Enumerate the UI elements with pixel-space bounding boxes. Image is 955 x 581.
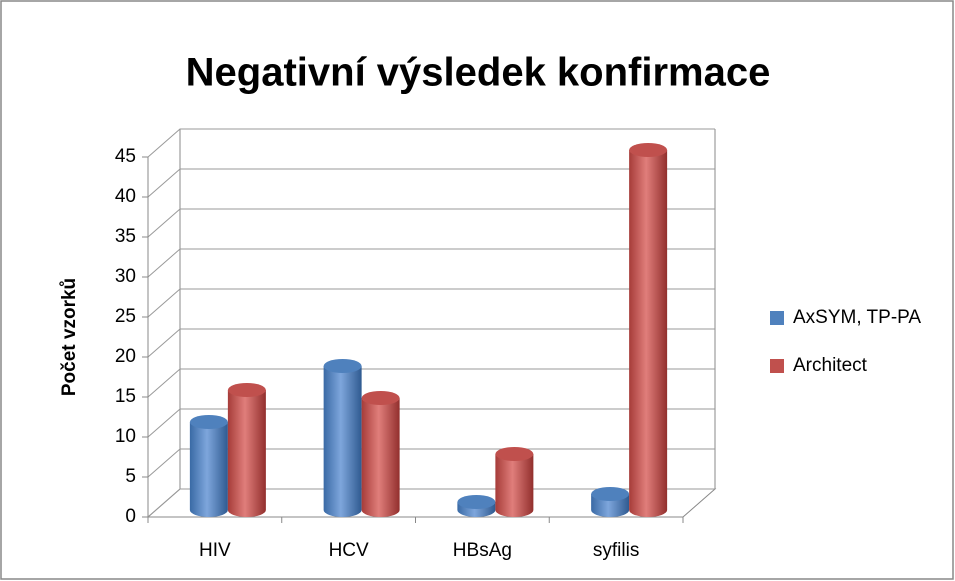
grid-line bbox=[147, 208, 715, 238]
bar-top bbox=[495, 447, 534, 461]
bar bbox=[361, 391, 400, 517]
y-axis-label: Počet vzorků bbox=[59, 278, 80, 396]
bar-body bbox=[189, 422, 228, 517]
bar-top bbox=[189, 415, 228, 429]
bar-top bbox=[361, 391, 400, 405]
grid-line bbox=[147, 488, 715, 518]
y-tick-label: 25 bbox=[115, 306, 136, 327]
legend-label: Architect bbox=[793, 355, 868, 376]
grid-line bbox=[147, 408, 715, 438]
legend-swatch bbox=[770, 311, 784, 325]
bar-body bbox=[323, 366, 362, 517]
y-tick-label: 45 bbox=[115, 146, 136, 167]
bar bbox=[323, 359, 362, 517]
grid-line bbox=[147, 328, 715, 358]
grid-line bbox=[147, 128, 715, 158]
x-tick-label: HBsAg bbox=[453, 540, 512, 561]
y-tick-label: 10 bbox=[115, 426, 136, 447]
bar bbox=[189, 415, 228, 517]
grid-line bbox=[147, 368, 715, 398]
bar-body bbox=[227, 390, 266, 517]
bar bbox=[629, 143, 668, 517]
y-tick-label: 40 bbox=[115, 186, 136, 207]
y-tick-label: 30 bbox=[115, 266, 136, 287]
legend-label: AxSYM, TP-PA bbox=[793, 307, 921, 328]
y-tick-label: 0 bbox=[125, 506, 136, 527]
x-tick-label: HCV bbox=[329, 540, 369, 561]
grid-line bbox=[147, 248, 715, 278]
grid-line bbox=[147, 448, 715, 478]
bar bbox=[227, 383, 266, 517]
legend-swatch bbox=[770, 359, 784, 373]
bar-top bbox=[457, 495, 496, 509]
bar-top bbox=[323, 359, 362, 373]
y-tick-label: 5 bbox=[125, 466, 136, 487]
bar bbox=[457, 495, 496, 517]
y-tick-label: 35 bbox=[115, 226, 136, 247]
bar bbox=[495, 447, 534, 517]
bar bbox=[591, 487, 630, 517]
grid-line bbox=[147, 288, 715, 318]
bar-body bbox=[495, 454, 534, 517]
grid-line bbox=[147, 168, 715, 198]
x-tick-label: syfilis bbox=[593, 540, 639, 561]
bar-body bbox=[629, 150, 668, 517]
x-tick-label: HIV bbox=[199, 540, 231, 561]
bar-body bbox=[361, 398, 400, 517]
bar-top bbox=[591, 487, 630, 501]
bar-top bbox=[227, 383, 266, 397]
y-tick-label: 20 bbox=[115, 346, 136, 367]
bar-top bbox=[629, 143, 668, 157]
y-tick-label: 15 bbox=[115, 386, 136, 407]
chart-title: Negativní výsledek konfirmace bbox=[186, 51, 771, 95]
